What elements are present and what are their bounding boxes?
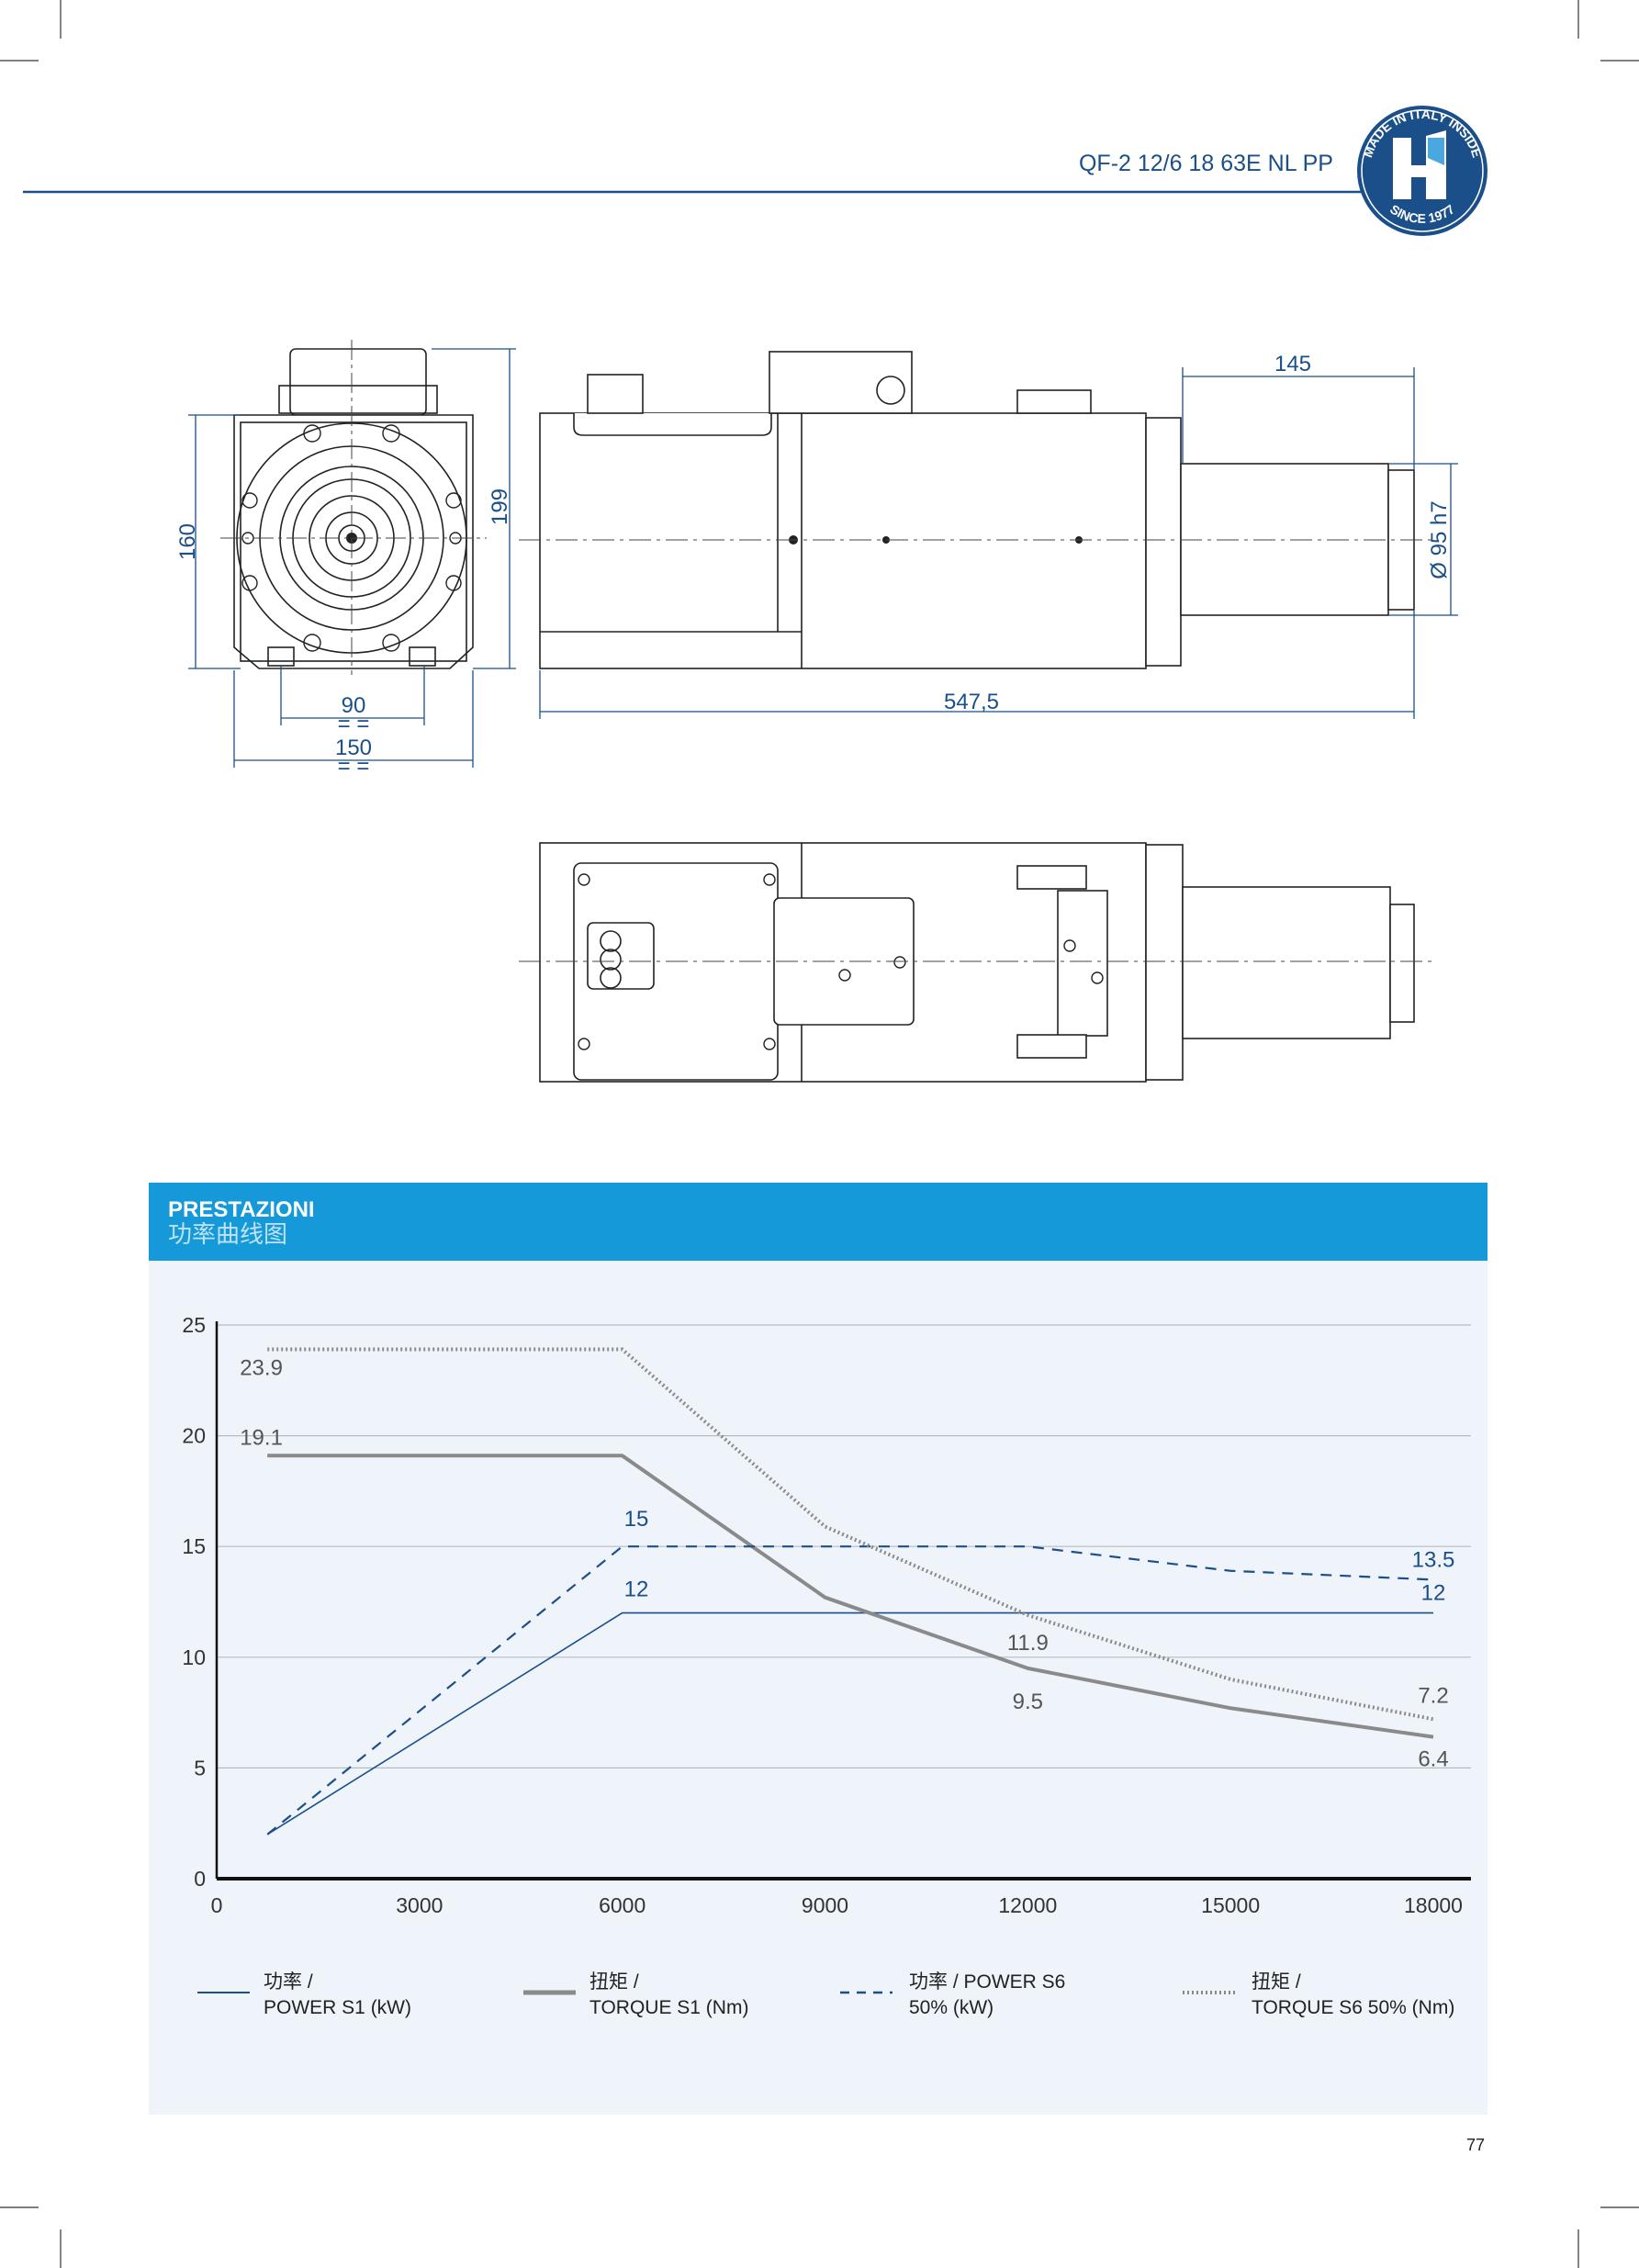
- dim-diameter-95: Ø 95 h7: [1427, 500, 1452, 578]
- svg-text:TORQUE S6 50% (Nm): TORQUE S6 50% (Nm): [1252, 1997, 1454, 2018]
- svg-text:POWER S1 (kW): POWER S1 (kW): [264, 1997, 411, 2018]
- data-label: 11.9: [1007, 1631, 1049, 1656]
- x-tick-label: 9000: [802, 1893, 848, 1917]
- data-label: 6.4: [1418, 1747, 1448, 1772]
- section-title: PRESTAZIONI: [168, 1197, 315, 1222]
- y-tick-label: 10: [182, 1645, 206, 1669]
- page-number: 77: [1466, 2136, 1485, 2154]
- svg-text:TORQUE S1 (Nm): TORQUE S1 (Nm): [589, 1997, 748, 2018]
- dim-160: 160: [175, 523, 200, 560]
- y-tick-label: 15: [182, 1534, 206, 1558]
- x-tick-label: 6000: [599, 1893, 645, 1917]
- x-tick-label: 12000: [998, 1893, 1057, 1917]
- chart-legend: 功率 / POWER S1 (kW) 扭矩 / TORQUE S1 (Nm) 功…: [197, 1971, 1454, 2018]
- front-view-dimensions: 160 199 90 = = 150 = =: [175, 348, 516, 779]
- svg-text:扭矩 /: 扭矩 /: [589, 1971, 639, 1993]
- model-title: QF-2 12/6 18 63E NL PP: [1079, 151, 1333, 176]
- svg-text:功率 / POWER S6: 功率 / POWER S6: [909, 1971, 1065, 1993]
- data-label: 12: [1421, 1581, 1446, 1606]
- x-tick-label: 0: [211, 1893, 223, 1917]
- data-label: 12: [624, 1577, 649, 1602]
- brand-logo: MADE IN ITALY INSIDE SINCE 1977: [1357, 106, 1487, 236]
- data-label: 13.5: [1412, 1547, 1455, 1572]
- series-line-torque-s6: [267, 1347, 1434, 1722]
- x-tick-label: 18000: [1404, 1893, 1463, 1917]
- dim-90: 90: [342, 693, 366, 718]
- svg-text:扭矩 /: 扭矩 /: [1252, 1971, 1301, 1993]
- data-label: 23.9: [240, 1356, 283, 1381]
- data-label: 7.2: [1418, 1683, 1448, 1708]
- performance-chart: 23.9 19.1 15 12 11.9 9.5 13.5 12 7.2 6.4 0 5 10 15 20…: [182, 1313, 1471, 1917]
- y-tick-label: 0: [194, 1867, 206, 1891]
- section-subtitle: 功率曲线图: [168, 1220, 287, 1248]
- dim-199: 199: [488, 488, 512, 525]
- legend-item-torque-s6: 扭矩 / TORQUE S6 50% (Nm): [1183, 1971, 1454, 2018]
- x-tick-label: 3000: [396, 1893, 443, 1917]
- data-label: 19.1: [240, 1425, 283, 1450]
- dim-150: 150: [335, 735, 372, 760]
- dim-150-symmetry: = =: [338, 754, 370, 779]
- svg-text:功率 /: 功率 /: [264, 1971, 313, 1993]
- front-view-drawing: [220, 340, 487, 675]
- dim-90-symmetry: = =: [338, 712, 370, 736]
- y-tick-label: 5: [194, 1756, 206, 1780]
- legend-item-torque-s1: 扭矩 / TORQUE S1 (Nm): [523, 1971, 748, 2018]
- side-view-drawing: [519, 351, 1432, 669]
- section-header-band: [149, 1183, 1487, 1261]
- side-view-dimensions: 145 547,5 Ø 95 h7: [539, 352, 1458, 719]
- y-tick-label: 25: [182, 1313, 206, 1337]
- series-line-power-s1: [266, 1611, 1433, 1836]
- x-tick-label: 15000: [1201, 1893, 1260, 1917]
- data-label: 9.5: [1013, 1690, 1043, 1714]
- performance-panel: [149, 1183, 1487, 2115]
- y-tick-label: 20: [182, 1424, 206, 1448]
- svg-text:50% (kW): 50% (kW): [909, 1997, 994, 2018]
- legend-item-power-s1: 功率 / POWER S1 (kW): [197, 1971, 411, 2018]
- top-view-drawing: [519, 842, 1432, 1083]
- dim-145: 145: [1274, 352, 1311, 376]
- dim-547-5: 547,5: [944, 690, 999, 714]
- data-label: 15: [624, 1507, 649, 1532]
- legend-item-power-s6: 功率 / POWER S6 50% (kW): [840, 1971, 1065, 2018]
- series-line-torque-s1: [267, 1454, 1434, 1739]
